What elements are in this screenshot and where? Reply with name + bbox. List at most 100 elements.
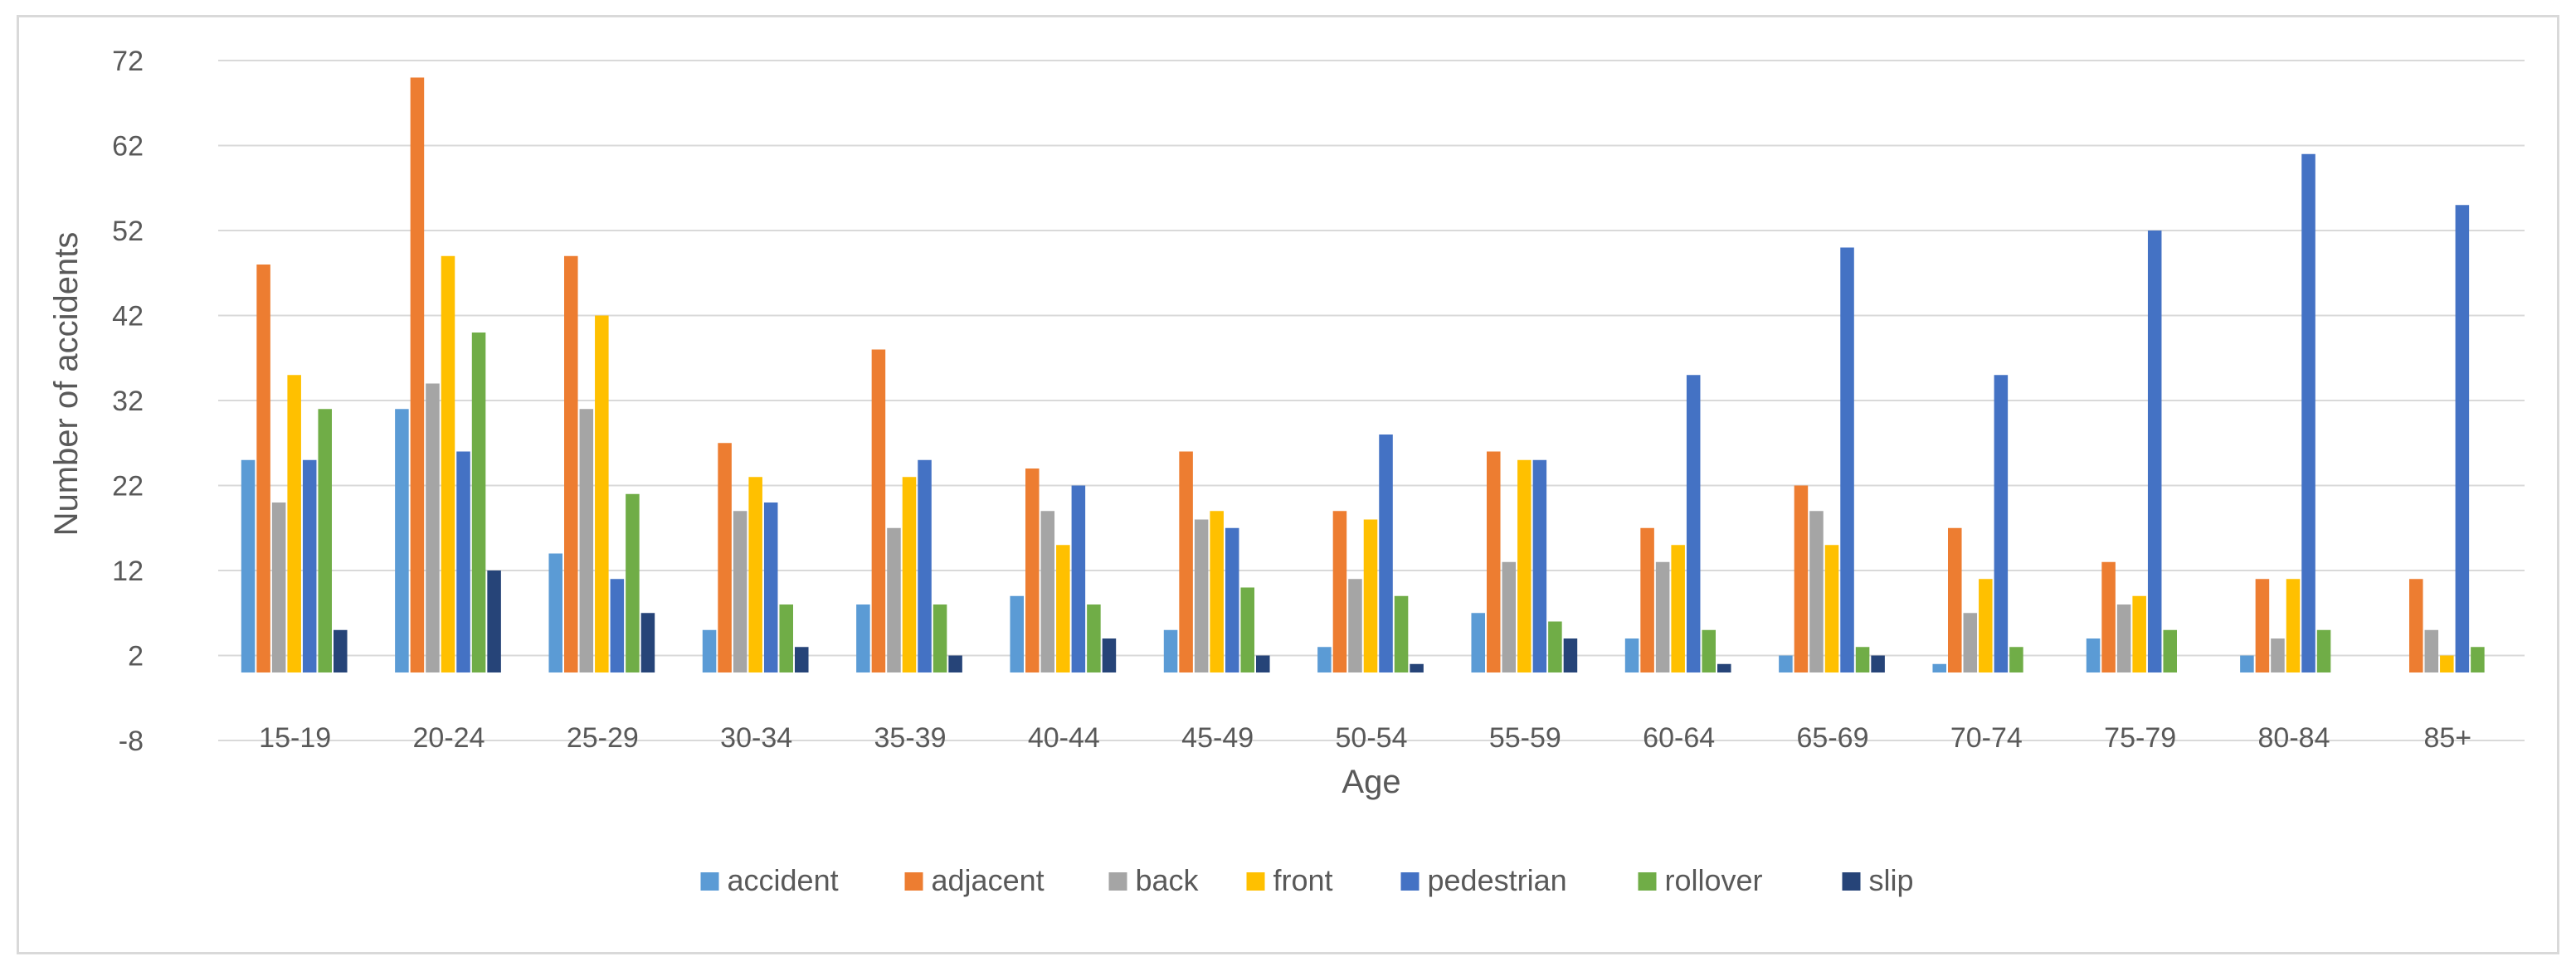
x-axis-title: Age (1342, 764, 1400, 800)
y-tick-label: 32 (112, 386, 144, 417)
bar-rollover-85+ (2471, 647, 2485, 672)
bar-accident-15-19 (241, 459, 256, 672)
bar-pedestrian-45-49 (1225, 527, 1239, 672)
bar-pedestrian-25-29 (610, 579, 625, 672)
x-tick-label: 40-44 (1028, 722, 1100, 754)
bar-front-85+ (2440, 655, 2454, 672)
bar-adjacent-50-54 (1332, 511, 1347, 672)
x-tick-label: 75-79 (2104, 722, 2176, 754)
bar-adjacent-80-84 (2255, 579, 2270, 672)
bar-slip-60-64 (1717, 663, 1731, 672)
bar-back-40-44 (1040, 511, 1055, 672)
bar-slip-35-39 (948, 655, 962, 672)
bar-adjacent-15-19 (256, 265, 270, 672)
bar-front-50-54 (1363, 519, 1378, 672)
y-tick-label: 62 (112, 131, 144, 163)
bar-front-25-29 (595, 315, 609, 672)
bar-rollover-30-34 (779, 604, 793, 672)
bar-slip-40-44 (1102, 638, 1117, 672)
bar-rollover-80-84 (2316, 629, 2331, 672)
bar-rollover-45-49 (1240, 587, 1254, 672)
x-tick-label: 30-34 (720, 722, 792, 754)
bar-pedestrian-85+ (2455, 205, 2470, 672)
y-tick-label: 72 (112, 46, 144, 77)
bar-accident-60-64 (1624, 638, 1639, 672)
bar-pedestrian-40-44 (1071, 485, 1086, 672)
legend-swatch-back (1108, 872, 1127, 891)
bar-accident-20-24 (395, 409, 409, 672)
bar-front-55-59 (1517, 459, 1531, 672)
bar-slip-45-49 (1256, 655, 1270, 672)
bar-accident-40-44 (1010, 595, 1024, 672)
bar-rollover-25-29 (626, 493, 640, 672)
legend-swatch-pedestrian (1400, 872, 1419, 891)
bar-slip-65-69 (1871, 655, 1885, 672)
bar-back-50-54 (1348, 579, 1362, 672)
bar-adjacent-60-64 (1640, 527, 1654, 672)
bar-front-60-64 (1671, 545, 1685, 672)
bar-front-65-69 (1824, 545, 1839, 672)
bar-accident-70-74 (1932, 663, 1946, 672)
legend-swatch-accident (700, 872, 719, 891)
x-tick-label: 45-49 (1181, 722, 1254, 754)
legend: accident adjacent back front pedestrian rollo… (700, 863, 1914, 897)
x-tick-label: 80-84 (2258, 722, 2330, 754)
bar-front-45-49 (1210, 511, 1224, 672)
bar-front-70-74 (1979, 579, 1993, 672)
bar-rollover-75-79 (2163, 629, 2177, 672)
chart-frame: -8 2 12 22 32 42 52 62 72 15-19 20-24 25-29 30-34 35… (17, 15, 2559, 954)
bar-pedestrian-20-24 (456, 451, 470, 672)
bar-pedestrian-30-34 (763, 502, 778, 672)
bar-front-40-44 (1056, 545, 1070, 672)
bar-pedestrian-75-79 (2147, 231, 2162, 672)
y-tick-label: 52 (112, 216, 144, 247)
bar-adjacent-65-69 (1794, 485, 1809, 672)
bar-accident-75-79 (2086, 638, 2101, 672)
bar-adjacent-55-59 (1487, 451, 1501, 672)
bar-rollover-60-64 (1702, 629, 1716, 672)
bar-back-65-69 (1809, 511, 1824, 672)
bar-rollover-20-24 (471, 333, 486, 672)
bar-adjacent-25-29 (564, 255, 578, 672)
bar-rollover-35-39 (933, 604, 947, 672)
x-tick-label: 35-39 (874, 722, 947, 754)
bar-front-20-24 (441, 255, 455, 672)
legend-label-back: back (1136, 863, 1200, 897)
bars (241, 77, 2485, 672)
legend-label-accident: accident (728, 863, 839, 897)
bar-pedestrian-50-54 (1379, 435, 1393, 672)
x-tick-label: 85+ (2423, 722, 2471, 754)
bar-back-20-24 (426, 383, 440, 672)
bar-adjacent-70-74 (1948, 527, 1962, 672)
bar-back-70-74 (1963, 613, 1978, 672)
bar-accident-45-49 (1163, 629, 1178, 672)
legend-label-slip: slip (1869, 863, 1914, 897)
x-tick-label: 65-69 (1797, 722, 1869, 754)
bar-rollover-70-74 (2009, 647, 2023, 672)
bar-back-25-29 (579, 409, 594, 672)
x-tick-label: 15-19 (259, 722, 331, 754)
bar-back-75-79 (2116, 604, 2131, 672)
bar-accident-65-69 (1779, 655, 1793, 672)
legend-swatch-rollover (1638, 872, 1657, 891)
bar-front-75-79 (2132, 595, 2146, 672)
bar-pedestrian-70-74 (1994, 375, 2009, 672)
y-tick-labels: -8 2 12 22 32 42 52 62 72 (112, 46, 144, 757)
bar-front-30-34 (748, 477, 762, 672)
legend-label-pedestrian: pedestrian (1428, 863, 1567, 897)
bar-front-80-84 (2286, 579, 2301, 672)
x-tick-label: 55-59 (1489, 722, 1561, 754)
x-tick-labels: 15-19 20-24 25-29 30-34 35-39 40-44 45-49 50-54… (259, 722, 2471, 754)
bar-back-15-19 (271, 502, 286, 672)
y-tick-label: 12 (112, 556, 144, 587)
bar-back-55-59 (1502, 561, 1517, 672)
y-axis-title: Number of accidents (48, 232, 85, 536)
y-tick-label: 2 (128, 641, 144, 672)
bar-adjacent-45-49 (1179, 451, 1193, 672)
bar-adjacent-30-34 (718, 443, 732, 672)
y-tick-label: -8 (119, 726, 144, 757)
legend-label-rollover: rollover (1665, 863, 1763, 897)
bar-slip-15-19 (334, 629, 348, 672)
bar-slip-30-34 (795, 647, 809, 672)
bar-back-35-39 (887, 527, 901, 672)
